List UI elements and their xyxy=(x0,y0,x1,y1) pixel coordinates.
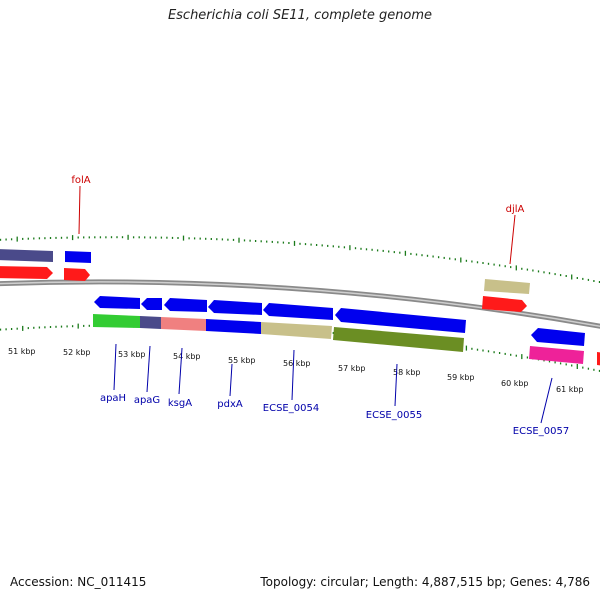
feature-cds-1[interactable] xyxy=(94,296,140,309)
feature-cds-5[interactable] xyxy=(263,303,333,320)
gene-label-pdxa[interactable]: pdxA xyxy=(217,399,243,410)
gene-label-djla[interactable]: djlA xyxy=(506,204,525,215)
genome-summary-text: Topology: circular; Length: 4,887,515 bp… xyxy=(260,575,590,589)
scale-label: 59 kbp xyxy=(447,373,475,382)
feature-cds-2[interactable] xyxy=(141,298,162,310)
feature-pdxa[interactable] xyxy=(206,319,261,334)
scale-label: 52 kbp xyxy=(63,348,91,357)
scale-label: 57 kbp xyxy=(338,364,366,373)
gene-label-ecse0054[interactable]: ECSE_0054 xyxy=(263,403,319,414)
gene-label-ecse0055[interactable]: ECSE_0055 xyxy=(366,410,422,421)
feature-apah[interactable] xyxy=(93,314,140,328)
feature-ecse0057[interactable] xyxy=(529,346,584,364)
feature-gene-fola[interactable] xyxy=(64,268,90,281)
feature-cds-fola[interactable] xyxy=(65,251,91,263)
scale-label: 53 kbp xyxy=(118,350,146,359)
scale-label: 55 kbp xyxy=(228,356,256,365)
label-leaders xyxy=(78,185,553,424)
tick-row-upper xyxy=(0,234,600,283)
feature-cds-4[interactable] xyxy=(208,300,262,315)
gene-label-ksga[interactable]: ksgA xyxy=(168,398,192,409)
scale-label: 61 kbp xyxy=(556,385,584,394)
feature-track-forward xyxy=(0,249,530,312)
feature-cds-3[interactable] xyxy=(164,298,207,312)
feature-gene-djla[interactable] xyxy=(482,296,527,312)
feature-gene-left[interactable] xyxy=(0,266,53,279)
feature-ecse0055[interactable] xyxy=(333,327,464,352)
feature-khaki-djla[interactable] xyxy=(484,279,530,294)
gene-labels: folA djlA apaH apaG ksgA pdxA ECSE_0054 … xyxy=(71,175,569,437)
scale-label: 60 kbp xyxy=(501,379,529,388)
feature-ksga[interactable] xyxy=(161,317,206,331)
gene-label-apag[interactable]: apaG xyxy=(134,395,160,406)
scale-label: 54 kbp xyxy=(173,352,201,361)
scale-label: 58 kbp xyxy=(393,368,421,377)
feature-ecse0054[interactable] xyxy=(261,322,332,339)
feature-navy-left[interactable] xyxy=(0,249,53,262)
gene-label-ecse0057[interactable]: ECSE_0057 xyxy=(513,426,569,437)
scale-labels: 51 kbp 52 kbp 53 kbp 54 kbp 55 kbp 56 kb… xyxy=(8,347,584,394)
scale-label: 51 kbp xyxy=(8,347,36,356)
accession-text: Accession: NC_011415 xyxy=(10,575,147,589)
feature-apag[interactable] xyxy=(140,316,161,329)
feature-cds-6[interactable] xyxy=(335,308,466,333)
feature-track-reverse xyxy=(93,296,600,366)
gene-label-fola[interactable]: folA xyxy=(71,175,90,186)
map-title: Escherichia coli SE11, complete genome xyxy=(167,8,433,23)
feature-cds-7[interactable] xyxy=(531,328,585,346)
gene-label-apah[interactable]: apaH xyxy=(100,393,126,404)
feature-gene-right-edge[interactable] xyxy=(597,352,600,366)
scale-label: 56 kbp xyxy=(283,359,311,368)
genome-backbone xyxy=(0,279,600,329)
